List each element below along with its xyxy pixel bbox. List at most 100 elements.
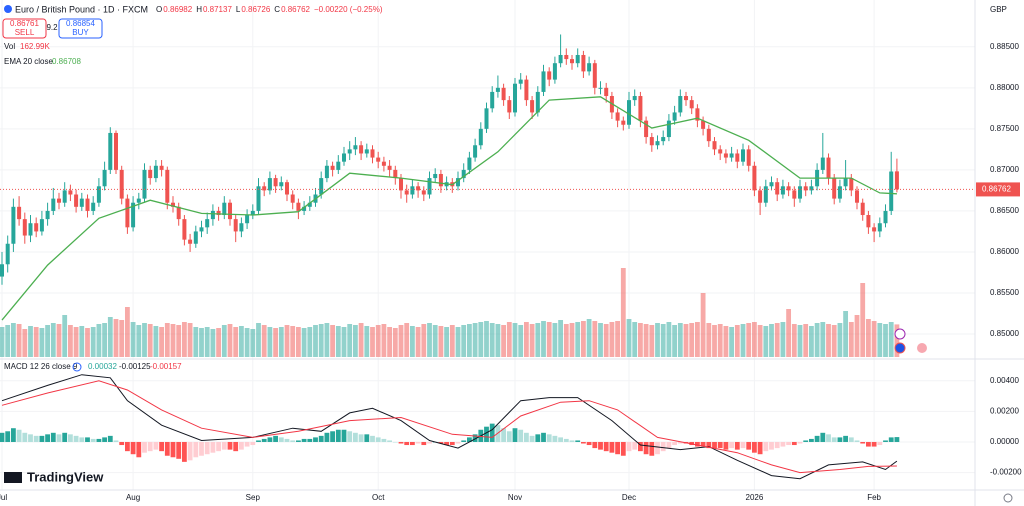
volume-bar bbox=[370, 327, 375, 357]
macd-histogram-bar bbox=[193, 441, 199, 458]
volume-bar bbox=[290, 326, 296, 357]
y-tick-label: 0.85000 bbox=[990, 329, 1019, 338]
candle-body bbox=[615, 112, 620, 121]
volume-bar bbox=[427, 323, 432, 357]
macd-histogram-bar bbox=[734, 441, 740, 450]
candle-body bbox=[632, 96, 637, 101]
candle-body bbox=[416, 186, 421, 191]
macd-histogram-bar bbox=[820, 432, 826, 442]
candle-body bbox=[507, 100, 512, 113]
candle-body bbox=[820, 157, 825, 170]
buy-button[interactable] bbox=[58, 18, 103, 39]
macd-histogram-bar bbox=[73, 435, 79, 442]
candle-body bbox=[131, 202, 136, 228]
candle-body bbox=[193, 231, 198, 244]
volume-bar bbox=[313, 325, 318, 357]
event-icon[interactable] bbox=[917, 343, 927, 353]
sell-button[interactable] bbox=[2, 18, 47, 39]
candle-body bbox=[393, 169, 398, 179]
candle-body bbox=[142, 169, 147, 199]
macd-histogram-bar bbox=[261, 438, 267, 442]
macd-histogram-bar bbox=[803, 440, 809, 442]
macd-histogram-bar bbox=[569, 440, 575, 442]
macd-histogram-bar bbox=[649, 441, 655, 456]
macd-histogram-bar bbox=[159, 441, 164, 452]
macd-histogram-bar bbox=[883, 440, 888, 442]
volume-bar bbox=[712, 325, 717, 357]
volume-bar bbox=[39, 328, 45, 357]
volume-bar bbox=[501, 325, 507, 357]
candle-body bbox=[370, 149, 375, 158]
volume-bar bbox=[358, 323, 364, 357]
candle-body bbox=[438, 173, 443, 187]
candle-body bbox=[250, 210, 255, 216]
volume-bar bbox=[461, 325, 467, 357]
volume-bar bbox=[153, 326, 159, 357]
macd-histogram-bar bbox=[221, 441, 227, 450]
candle-body bbox=[79, 198, 84, 207]
macd-histogram-bar bbox=[33, 435, 39, 442]
event-icon[interactable] bbox=[894, 342, 906, 354]
volume-bar bbox=[404, 323, 410, 357]
macd-histogram-bar bbox=[233, 441, 239, 452]
volume-bar bbox=[227, 324, 233, 357]
volume-bar bbox=[90, 327, 96, 357]
volume-bar bbox=[261, 325, 267, 357]
candle-body bbox=[176, 206, 181, 220]
volume-bar bbox=[717, 324, 723, 357]
macd-histogram-bar bbox=[107, 435, 113, 442]
volume-bar bbox=[512, 323, 518, 357]
volume-bar bbox=[307, 327, 313, 357]
candle-body bbox=[843, 178, 848, 187]
candle-body bbox=[159, 165, 164, 170]
candle-body bbox=[404, 190, 409, 195]
macd-histogram-bar bbox=[603, 441, 609, 452]
macd-histogram-bar bbox=[153, 441, 159, 450]
macd-histogram-bar bbox=[877, 441, 883, 446]
volume-bar bbox=[164, 323, 170, 357]
macd-histogram-bar bbox=[888, 437, 894, 442]
candle-body bbox=[421, 190, 426, 195]
symbol-title: Euro / British Pound · 1D · FXCM bbox=[15, 4, 148, 14]
candle-body bbox=[91, 202, 96, 211]
macd-histogram-bar bbox=[387, 440, 393, 442]
volume-bar bbox=[96, 324, 102, 357]
macd-histogram-bar bbox=[341, 429, 347, 442]
candle-body bbox=[541, 71, 546, 92]
volume-bar bbox=[843, 311, 849, 357]
macd-histogram-bar bbox=[227, 441, 233, 450]
volume-bar bbox=[883, 324, 888, 357]
macd-histogram-bar bbox=[866, 441, 871, 447]
candle-body bbox=[564, 54, 569, 60]
candle-body bbox=[34, 223, 39, 232]
volume-bar bbox=[216, 328, 221, 357]
macd-histogram-bar bbox=[410, 441, 415, 446]
candle-body bbox=[456, 178, 461, 187]
volume-bar bbox=[130, 322, 136, 357]
macd-histogram-bar bbox=[843, 435, 849, 442]
macd-histogram-bar bbox=[147, 441, 153, 452]
volume-bar bbox=[221, 325, 227, 357]
macd-histogram-bar bbox=[244, 441, 250, 447]
volume-bar bbox=[809, 326, 814, 357]
candle-body bbox=[399, 178, 404, 191]
macd-histogram-bar bbox=[284, 438, 290, 442]
macd-histogram-bar bbox=[575, 440, 581, 442]
candle-body bbox=[798, 186, 803, 199]
candle-body bbox=[119, 169, 124, 199]
volume-bar bbox=[318, 324, 324, 357]
header: Euro / British Pound · 1D · FXCM 0.86761… bbox=[2, 4, 1013, 503]
macd-histogram-bar bbox=[267, 437, 273, 442]
candle-body bbox=[587, 63, 592, 72]
volume-bar bbox=[660, 324, 666, 357]
candle-body bbox=[56, 198, 61, 203]
volume-bar bbox=[267, 327, 273, 357]
candle-body bbox=[478, 128, 483, 146]
buy-label: BUY bbox=[72, 28, 89, 37]
event-icon[interactable] bbox=[894, 328, 906, 340]
macd-histogram-bar bbox=[791, 441, 797, 446]
macd-histogram-bar bbox=[130, 441, 136, 455]
candle-body bbox=[638, 96, 643, 121]
settings-icon[interactable] bbox=[1003, 493, 1013, 503]
